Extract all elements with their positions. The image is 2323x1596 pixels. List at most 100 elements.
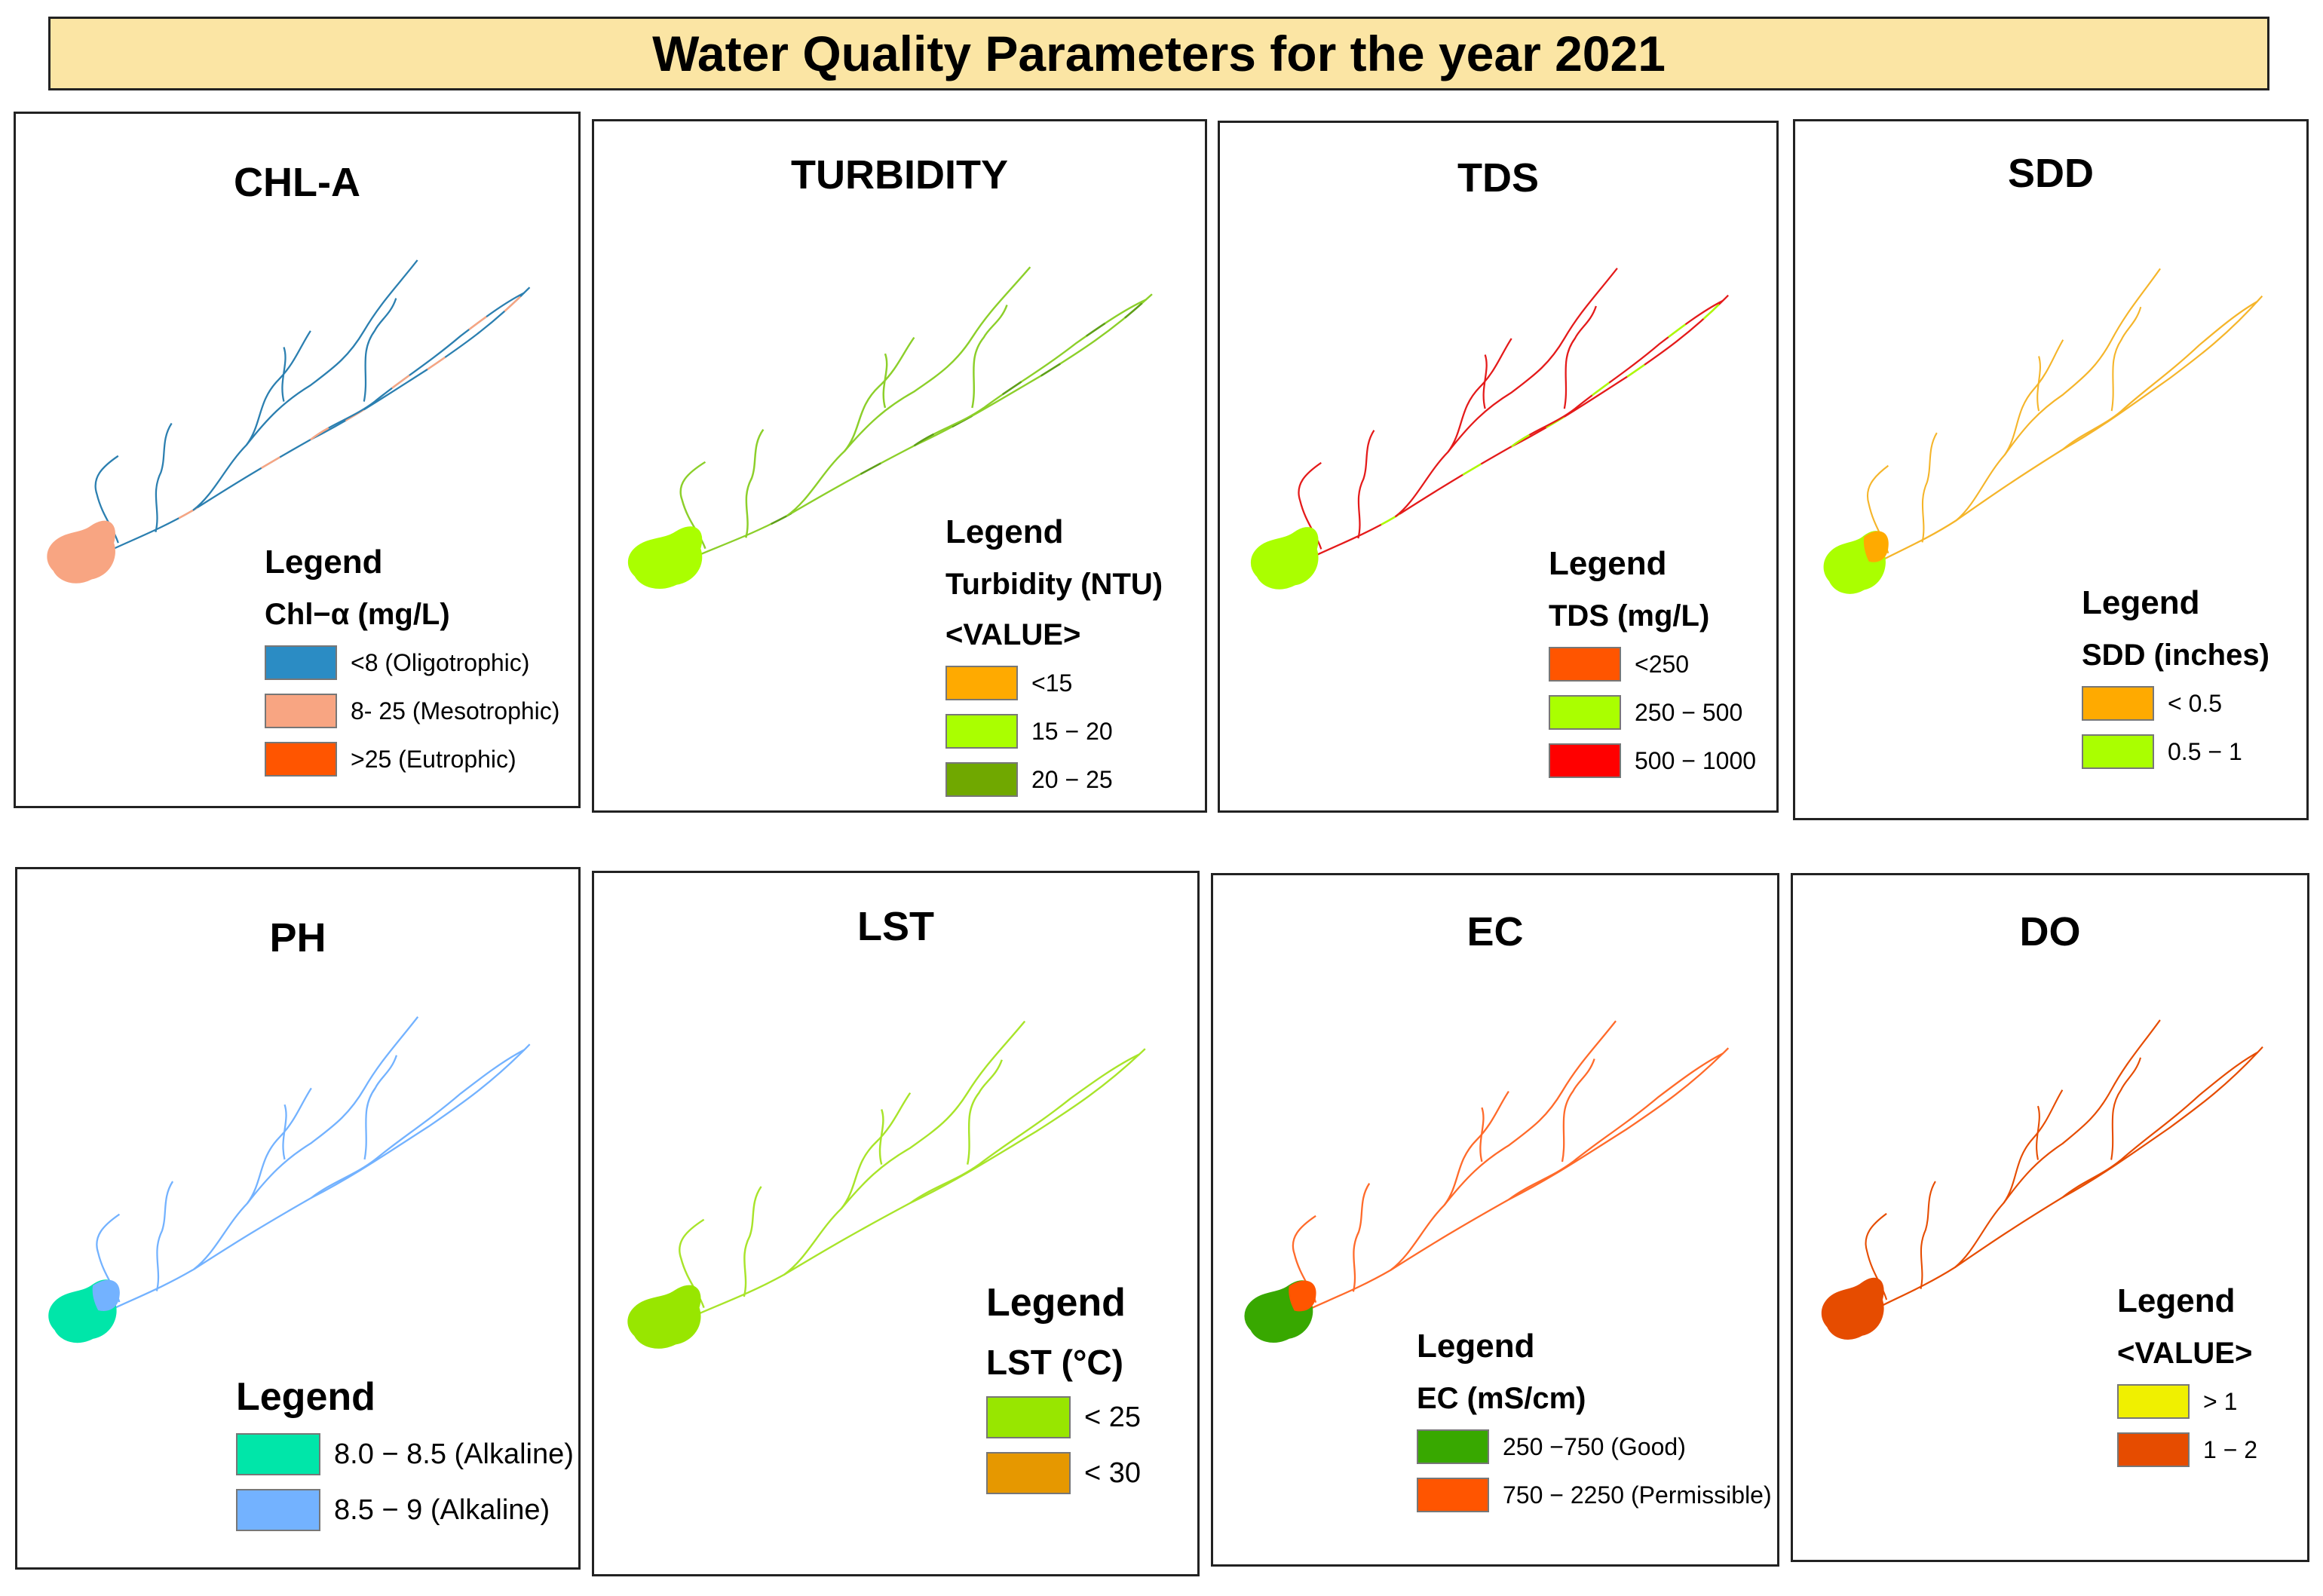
legend-item: 20 − 25 [945, 762, 1163, 797]
river-channel [844, 336, 915, 452]
legend-swatch [236, 1433, 320, 1475]
legend-label: 15 − 20 [1031, 717, 1113, 745]
legend-label: <8 (Oligotrophic) [351, 648, 530, 676]
river-channel [743, 1186, 762, 1297]
legend-subtitle: Turbidity (NTU) [945, 568, 1163, 601]
legend-swatch [1549, 743, 1621, 778]
river-map [1250, 268, 1730, 590]
reservoir-zone [1863, 531, 1889, 562]
map-legend: Legend 8.0 − 8.5 (Alkaline) 8.5 − 9 (Alkal… [236, 1374, 574, 1531]
river-channel [2003, 1089, 2064, 1204]
river-map [1823, 268, 2263, 594]
legend-label: 0.5 − 1 [2168, 737, 2242, 765]
river-channel [282, 1104, 287, 1160]
river-channel [363, 298, 397, 402]
river-channel [1563, 305, 1597, 409]
panel-title: CHL-A [234, 160, 360, 205]
legend-title: Legend [1417, 1328, 1535, 1365]
legend-item: < 0.5 [2082, 686, 2269, 721]
legend-swatch [986, 1452, 1071, 1494]
reservoir-zone [92, 1279, 120, 1311]
legend-item: <8 (Oligotrophic) [265, 645, 559, 680]
legend-item: 8.0 − 8.5 (Alkaline) [236, 1433, 574, 1475]
panel-title: EC [1466, 909, 1524, 954]
legend-swatch [265, 742, 337, 777]
river-channel [1561, 1058, 1595, 1163]
river-channel [1352, 1183, 1371, 1292]
legend-title: Legend [1549, 545, 1667, 582]
reservoir-area [1250, 527, 1319, 590]
legend-swatch [1417, 1478, 1489, 1512]
panel-title: SDD [2007, 151, 2094, 196]
panel-title: DO [2019, 909, 2081, 954]
panel-tds: TDS Legend TDS (mg/L) <250 250 − 500 500 − 10… [1218, 121, 1779, 813]
legend-title: Legend [2082, 584, 2200, 621]
legend-label: > 1 [2203, 1387, 2238, 1415]
panel-title: TDS [1457, 155, 1539, 201]
legend-subtitle: <VALUE> [2117, 1337, 2253, 1370]
legend-label: 1 − 2 [2203, 1435, 2258, 1463]
panel-chla: CHL-A Legend Chl−α (mg/L) <8 (Oligotrophic)… [14, 112, 581, 808]
legend-subtitle: LST (°C) [986, 1343, 1123, 1382]
panel-ph: PH Legend 8.0 − 8.5 (Alkaline) 8.5 − 9 (Alk… [15, 867, 581, 1570]
river-channel [2036, 356, 2041, 412]
river-channel [1390, 1020, 1617, 1271]
river-channel [2110, 1057, 2142, 1160]
river-highlight-segment [913, 299, 1147, 447]
legend-swatch [1417, 1429, 1489, 1464]
legend-item: 8- 25 (Mesotrophic) [265, 694, 559, 728]
legend-title: Legend [945, 513, 1064, 550]
river-channel [878, 1109, 884, 1165]
panel-lst: LST Legend LST (°C) < 25 < 30 [592, 871, 1200, 1576]
legend-title: Legend [2117, 1282, 2236, 1319]
legend-subtitle: <VALUE> [945, 618, 1081, 651]
legend-label: 250 −750 (Good) [1503, 1432, 1686, 1460]
legend-swatch [2082, 686, 2154, 721]
legend-title: Legend [265, 544, 383, 581]
river-channel [1511, 299, 1724, 448]
legend-swatch [945, 714, 1018, 749]
legend-title: Legend [236, 1375, 375, 1419]
legend-item: 1 − 2 [2117, 1432, 2257, 1467]
reservoir-area [1821, 1277, 1884, 1340]
river-map [47, 259, 531, 584]
legend-item: < 25 [986, 1396, 1141, 1438]
legend-label: < 0.5 [2168, 689, 2223, 717]
legend-label: >25 (Eutrophic) [351, 745, 516, 773]
panel-sdd: SDD Legend SDD (inches) < 0.5 0.5 − 1 [1793, 119, 2309, 820]
legend-label: 20 − 25 [1031, 765, 1113, 793]
map-legend: Legend TDS (mg/L) <250 250 − 500 500 − 1000 [1549, 545, 1756, 778]
legend-swatch [2117, 1384, 2190, 1419]
river-channel [1921, 432, 1938, 543]
legend-subtitle: EC (mS/cm) [1417, 1382, 1586, 1415]
river-channel [1394, 268, 1618, 518]
river-channel [2061, 1051, 2258, 1199]
panel-title: PH [269, 915, 326, 960]
legend-item: 250 − 500 [1549, 695, 1756, 730]
river-channel [786, 266, 1031, 517]
reservoir-area [627, 1285, 701, 1349]
legend-item: 500 − 1000 [1549, 743, 1756, 778]
panel-ec: EC Legend EC (mS/cm) 250 −750 (Good) 750 − 2… [1211, 873, 1779, 1567]
legend-item: 15 − 20 [945, 714, 1163, 749]
panel-turbidity: TURBIDITY Legend Turbidity (NTU) <VALUE> <15… [592, 119, 1207, 813]
river-channel [155, 1181, 174, 1291]
river-channel [2004, 339, 2064, 455]
river-channel [1479, 1107, 1485, 1163]
reservoir-area [627, 526, 703, 589]
river-channel [1954, 1019, 2161, 1269]
legend-swatch [1549, 695, 1621, 730]
legend-item: 0.5 − 1 [2082, 734, 2269, 769]
river-channel [192, 259, 418, 511]
legend-label: 8.5 − 9 (Alkaline) [334, 1493, 550, 1526]
map-legend: Legend LST (°C) < 25 < 30 [986, 1280, 1141, 1494]
river-channel [745, 429, 765, 538]
legend-subtitle: TDS (mg/L) [1549, 599, 1710, 633]
river-channel [1482, 354, 1488, 409]
river-channel [1357, 430, 1375, 539]
legend-swatch [945, 762, 1018, 797]
legend-label: <15 [1031, 669, 1073, 697]
legend-label: 8- 25 (Mesotrophic) [351, 697, 560, 724]
legend-item: 250 −750 (Good) [1417, 1429, 1772, 1464]
river-channel [1443, 1090, 1509, 1206]
